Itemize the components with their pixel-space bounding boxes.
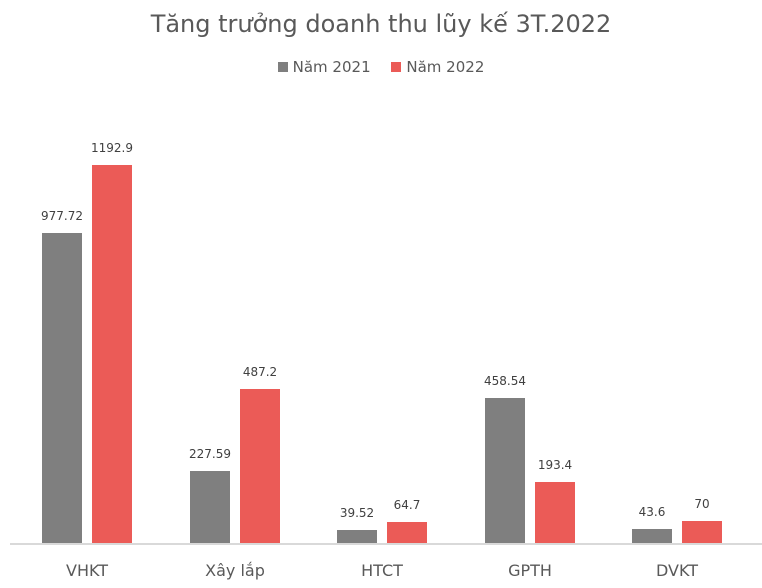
bar-năm-2022: [92, 165, 132, 543]
data-label: 70: [694, 497, 710, 511]
bar-năm-2021: [42, 233, 82, 543]
data-label: 487.2: [242, 365, 278, 379]
data-label: 977.72: [41, 209, 83, 223]
category-label: GPTH: [508, 561, 552, 580]
data-label: 1192.9: [91, 141, 133, 155]
category-label: VHKT: [66, 561, 108, 580]
legend-item-2022: Năm 2022: [391, 58, 484, 76]
x-axis-line: [10, 543, 762, 545]
data-label: 39.52: [339, 506, 375, 520]
legend-swatch-2022: [391, 62, 402, 72]
category-label: Xây lắp: [205, 561, 265, 580]
bar-năm-2022: [682, 521, 722, 543]
bar-năm-2021: [190, 471, 230, 543]
bar-năm-2021: [337, 530, 377, 543]
legend-swatch-2021: [277, 62, 288, 72]
legend-item-2021: Năm 2021: [277, 58, 371, 76]
data-label: 193.4: [537, 458, 573, 472]
data-label: 227.59: [189, 447, 231, 461]
legend-label-2021: Năm 2021: [292, 58, 371, 76]
chart-title: Tăng trưởng doanh thu lũy kế 3T.2022: [150, 10, 612, 38]
category-label: DVKT: [655, 561, 698, 580]
bar-năm-2021: [632, 529, 672, 543]
bar-năm-2022: [240, 389, 280, 543]
legend: Năm 2021 Năm 2022: [0, 58, 762, 76]
data-label: 43.6: [638, 505, 666, 519]
category-label: HTCT: [361, 561, 403, 580]
bar-năm-2021: [485, 398, 525, 543]
data-label: 64.7: [393, 498, 421, 512]
bar-năm-2022: [535, 482, 575, 543]
data-label: 458.54: [484, 374, 526, 388]
legend-label-2022: Năm 2022: [406, 58, 485, 76]
bar-năm-2022: [387, 522, 427, 543]
